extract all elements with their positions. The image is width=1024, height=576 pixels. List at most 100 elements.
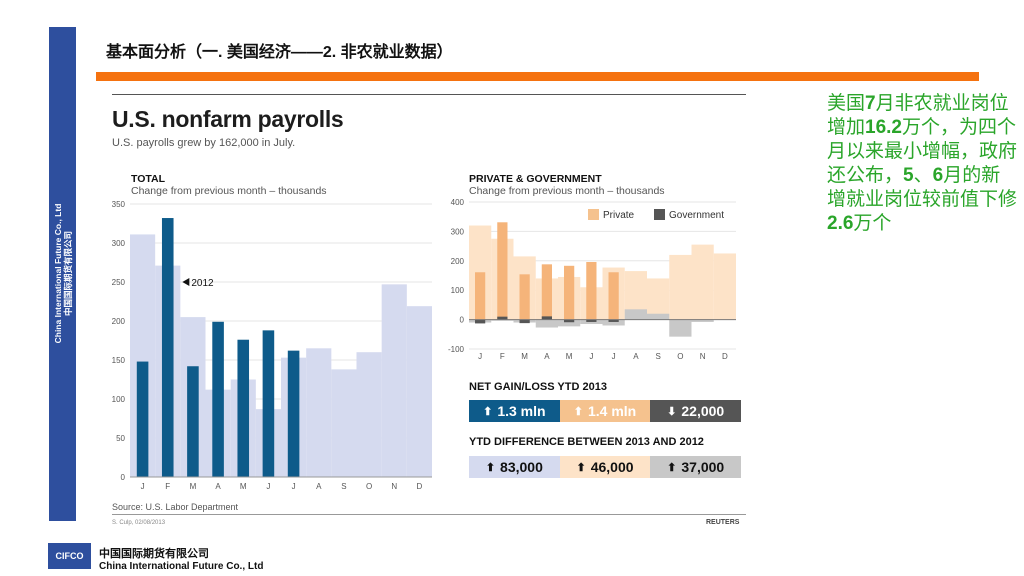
legend-swatch-private — [588, 209, 599, 220]
annotation-seg: 月的新增就业岗位较前值下修 — [827, 165, 1018, 210]
x-tick-label: F — [500, 352, 505, 361]
x-tick-label: N — [391, 482, 397, 491]
diff-total-box: ⬆ 83,000 — [469, 456, 560, 478]
annotation-seg: 美国 — [827, 93, 866, 114]
annotation-text: 美国7月非农就业岗位增加16.2万个，为四个月以来最小增幅，政府还公布，5、6月… — [827, 92, 1017, 236]
bar-government-2012 — [691, 319, 714, 322]
legend-label-private: Private — [603, 210, 635, 221]
y-tick-label: 50 — [116, 434, 125, 443]
annotation-seg: 万个，为四个月以来最小增幅，政府还公布， — [827, 117, 1018, 186]
y-tick-label: -100 — [448, 345, 465, 354]
sidebar-company-text: China International Future Co., Ltd 中国国际… — [49, 20, 76, 527]
sidebar-company-en: China International Future Co., Ltd — [52, 203, 63, 344]
series-2012-label: 2012 — [191, 278, 214, 289]
bar-government-2013 — [541, 316, 552, 320]
net-government-box: ⬇ 22,000 — [650, 400, 742, 422]
bar-2013 — [187, 366, 199, 477]
x-tick-label: S — [655, 352, 660, 361]
net-private-box: ⬆ 1.4 mln — [559, 400, 651, 422]
diff-total-value: 83,000 — [500, 459, 543, 475]
annotation-num: 7 — [865, 93, 876, 114]
bar-government-2012 — [624, 309, 647, 320]
bar-2012 — [306, 348, 332, 477]
bar-private-2013 — [541, 264, 552, 320]
chart-credit: S. Culp, 02/08/2013 — [112, 520, 166, 526]
bottom-rule — [112, 514, 746, 515]
bar-government-2013 — [475, 319, 486, 324]
x-tick-label: A — [544, 352, 550, 361]
title-underline-bar — [96, 72, 979, 81]
diff-government-value: 37,000 — [681, 459, 725, 475]
bar-private-2013 — [497, 222, 508, 320]
y-tick-label: 250 — [112, 278, 126, 287]
net-gain-row: ⬆ 1.3 mln ⬆ 1.4 mln ⬇ 22,000 — [469, 400, 742, 422]
bar-2013 — [262, 330, 275, 477]
bar-government-2012 — [602, 319, 625, 326]
x-tick-label: M — [566, 352, 573, 361]
private-government-chart: -100 0 100 200 300 400 J F M A M J J A S O N D Private Gove… — [448, 198, 736, 361]
net-private-value: 1.4 mln — [587, 403, 637, 419]
bar-private-2012 — [669, 254, 692, 320]
bar-2013 — [161, 218, 174, 478]
brand-sidebar: China International Future Co., Ltd 中国国际… — [49, 27, 76, 521]
up-arrow-icon: ⬆ — [485, 461, 496, 474]
chart-main-title: U.S. nonfarm payrolls — [112, 106, 344, 132]
bar-private-2012 — [713, 253, 736, 320]
x-tick-label: N — [700, 352, 706, 361]
bar-private-2013 — [608, 272, 619, 320]
x-tick-label: J — [266, 482, 270, 491]
total-panel-title: TOTAL — [131, 173, 166, 185]
bar-2012 — [331, 369, 357, 477]
net-government-value: 22,000 — [681, 403, 725, 419]
annotation-seg: 万个 — [853, 213, 892, 234]
bar-2012 — [381, 284, 407, 477]
up-arrow-icon: ⬆ — [576, 461, 586, 474]
y-tick-label: 100 — [112, 395, 126, 404]
bar-2013 — [136, 361, 149, 477]
bar-2012 — [356, 352, 382, 477]
bar-private-2012 — [647, 278, 670, 320]
legend-label-government: Government — [669, 210, 724, 221]
y-tick-label: 0 — [121, 473, 126, 482]
x-tick-label: J — [141, 482, 145, 491]
x-tick-label: M — [240, 482, 247, 491]
annotation-num: 2.6 — [827, 213, 854, 234]
x-tick-label: M — [521, 352, 528, 361]
annotation-arrow-icon — [182, 278, 190, 286]
y-tick-label: 100 — [451, 286, 465, 295]
bar-government-2012 — [647, 313, 670, 320]
up-arrow-icon: ⬆ — [573, 405, 583, 418]
cifco-logo: CIFCO — [48, 543, 91, 569]
bar-private-2012 — [624, 271, 647, 320]
diff-private-box: ⬆ 46,000 — [559, 456, 651, 478]
bar-private-2013 — [586, 261, 597, 320]
annotation-num: 16.2 — [865, 117, 902, 138]
y-tick-label: 350 — [112, 200, 126, 209]
bar-government-2013 — [608, 319, 619, 322]
chart-main-subtitle: U.S. payrolls grew by 162,000 in July. — [112, 137, 296, 149]
x-tick-label: M — [190, 482, 197, 491]
bar-private-2012 — [691, 244, 714, 320]
annotation-seg: 、 — [913, 165, 933, 186]
y-tick-label: 150 — [112, 356, 126, 365]
bar-2013 — [212, 321, 224, 477]
y-tick-label: 0 — [460, 316, 465, 325]
x-tick-label: O — [677, 352, 683, 361]
y-tick-label: 200 — [112, 317, 126, 326]
y-tick-label: 300 — [451, 227, 465, 236]
annotation-num: 5 — [903, 165, 914, 186]
x-tick-label: S — [341, 482, 346, 491]
bar-government-2013 — [519, 319, 530, 324]
y-tick-label: 300 — [112, 239, 126, 248]
bar-private-2013 — [564, 265, 575, 320]
top-rule — [112, 94, 746, 95]
company-name-cn: 中国国际期货有限公司 — [99, 548, 209, 560]
net-gain-title: NET GAIN/LOSS YTD 2013 — [469, 381, 607, 393]
y-tick-label: 400 — [451, 198, 465, 207]
x-tick-label: J — [589, 352, 593, 361]
up-arrow-icon: ⬆ — [667, 461, 677, 474]
pg-panel-title: PRIVATE & GOVERNMENT — [469, 173, 602, 185]
reuters-logo: REUTERS — [706, 519, 740, 526]
bar-government-2012 — [491, 319, 514, 321]
bar-private-2013 — [519, 274, 530, 320]
